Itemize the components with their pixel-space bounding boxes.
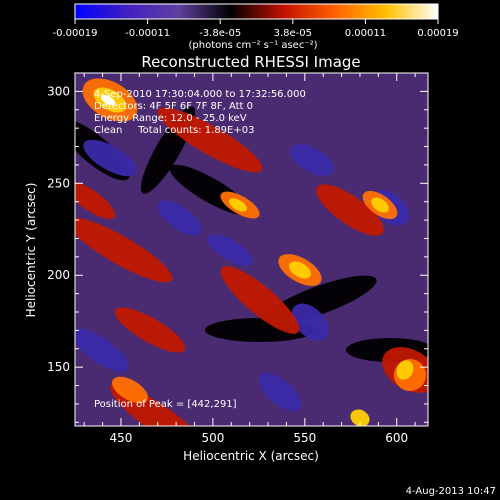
image-feature [371,197,389,213]
image-feature [114,307,186,353]
heatmap-image [75,73,428,426]
footer-date: 4-Aug-2013 10:47 [406,486,496,497]
x-tick-label: 450 [110,431,133,445]
colorbar: -0.00019 -0.00011 -3.8e-05 3.8e-05 0.00011 0.… [53,3,459,51]
annotations: 4-Sep-2010 17:30:04.000 to 17:32:56.000 … [94,89,306,410]
y-axis-label: Heliocentric Y (arcsec) [24,183,38,318]
colorbar-tick-label: -3.8e-05 [199,28,241,39]
image-feature [290,144,334,176]
image-feature [228,198,248,212]
colorbar-tick-label: 0.00011 [345,28,386,39]
annotation-method-counts: Clean Total counts: 1.89E+03 [94,125,254,136]
plot-frame [74,72,429,427]
colorbar-gradient [74,3,439,20]
colorbar-ticks [74,19,439,24]
annotation-time-range: 4-Sep-2010 17:30:04.000 to 17:32:56.000 [94,89,306,100]
x-axis: 450 500 550 600 [83,73,416,445]
y-tick-label: 300 [47,84,70,98]
image-feature [75,180,116,220]
image-feature [157,107,263,173]
image-feature [206,234,254,266]
y-tick-label: 250 [47,176,70,190]
image-feature [75,328,129,372]
colorbar-tick-labels: -0.00019 -0.00011 -3.8e-05 3.8e-05 0.00011 0.… [53,28,459,39]
annotation-peak-position: Position of Peak = [442,291] [94,399,237,410]
colorbar-tick-label: 0.00019 [417,28,458,39]
colorbar-tick-label: 3.8e-05 [274,28,312,39]
x-tick-label: 600 [385,431,408,445]
y-tick-label: 200 [47,268,70,282]
image-feature [396,360,414,380]
image-feature [291,303,329,341]
image-feature [289,261,311,279]
colorbar-tick-label: -0.00019 [53,28,98,39]
image-feature [100,94,116,106]
y-tick-label: 150 [47,360,70,374]
image-feature [350,409,370,426]
chart-title: Reconstructed RHESSI Image [141,53,360,71]
image-feature [220,266,300,334]
image-feature [316,184,384,236]
image-feature [111,376,149,404]
annotation-detectors: Detectors: 4F 5F 6F 7F 8F, Att 0 [94,101,253,112]
colorbar-tick-label: -0.00011 [125,28,170,39]
image-feature [157,200,203,236]
y-axis: 150 200 250 300 [47,72,428,423]
image-feature [75,217,173,283]
x-tick-label: 500 [201,431,224,445]
x-tick-label: 550 [293,431,316,445]
image-feature [258,372,302,412]
x-axis-label: Heliocentric X (arcsec) [183,449,319,463]
annotation-energy-range: Energy Range: 12.0 - 25.0 keV [94,113,247,124]
image-feature [83,139,137,177]
colorbar-unit-label: (photons cm⁻² s⁻¹ asec⁻²) [188,40,317,51]
